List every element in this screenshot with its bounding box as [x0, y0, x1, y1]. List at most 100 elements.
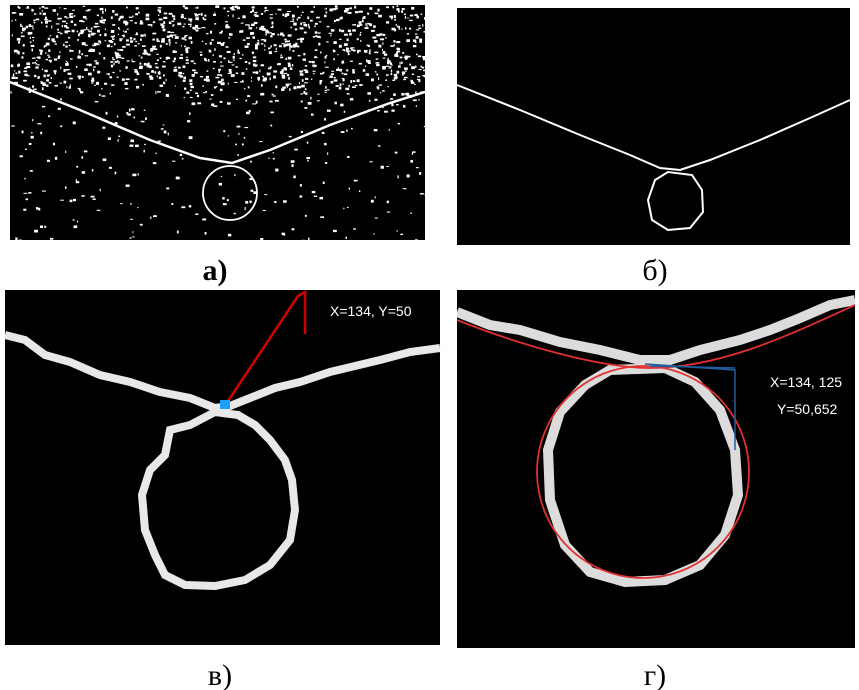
noise-speck	[343, 79, 345, 81]
noise-speck	[375, 218, 378, 219]
noise-speck	[174, 58, 176, 60]
noise-speck	[251, 32, 254, 35]
noise-speck	[144, 144, 146, 145]
noise-speck	[414, 14, 417, 16]
noise-speck	[153, 21, 155, 23]
noise-speck	[319, 37, 321, 38]
noise-speck	[257, 42, 260, 45]
noise-speck	[253, 60, 256, 62]
noise-speck	[326, 11, 328, 13]
noise-speck	[147, 54, 150, 56]
noise-speck	[132, 236, 134, 237]
noise-speck	[352, 47, 354, 48]
noise-speck	[311, 114, 314, 116]
noise-speck	[39, 13, 41, 15]
noise-speck	[219, 55, 222, 57]
noise-speck	[158, 14, 159, 16]
noise-speck	[376, 58, 379, 59]
noise-speck	[184, 88, 186, 90]
noise-speck	[327, 152, 328, 155]
noise-speck	[114, 43, 116, 45]
noise-speck	[292, 50, 294, 52]
noise-speck	[396, 104, 399, 105]
noise-speck	[206, 60, 208, 62]
noise-speck	[40, 50, 42, 52]
noise-speck	[217, 42, 221, 44]
noise-speck	[315, 31, 317, 33]
noise-speck	[418, 55, 421, 57]
noise-speck	[194, 13, 197, 14]
noise-speck	[100, 8, 104, 10]
noise-speck	[357, 79, 360, 82]
noise-speck	[274, 201, 276, 203]
noise-speck	[34, 75, 36, 77]
noise-speck	[156, 54, 159, 55]
noise-speck	[410, 160, 413, 163]
noise-speck	[366, 59, 367, 62]
noise-speck	[305, 215, 307, 217]
noise-speck	[127, 113, 130, 115]
noise-speck	[183, 80, 186, 82]
noise-speck	[410, 80, 412, 83]
noise-speck	[58, 55, 60, 56]
noise-speck	[111, 16, 113, 19]
noise-speck	[255, 47, 258, 50]
noise-speck	[132, 59, 133, 61]
noise-speck	[181, 16, 184, 19]
noise-speck	[55, 43, 57, 44]
noise-speck	[190, 25, 192, 27]
noise-speck	[121, 16, 124, 19]
noise-speck	[374, 129, 378, 131]
noise-speck	[263, 77, 267, 80]
noise-speck	[118, 34, 119, 35]
noise-speck	[325, 92, 327, 93]
noise-speck	[97, 43, 100, 45]
noise-speck	[349, 33, 352, 36]
noise-speck	[292, 64, 294, 66]
noise-speck	[136, 32, 138, 34]
noise-speck	[354, 180, 358, 182]
noise-speck	[250, 190, 253, 192]
noise-speck	[297, 39, 298, 40]
noise-speck	[42, 87, 44, 90]
noise-speck	[78, 53, 80, 54]
noise-speck	[369, 100, 370, 102]
noise-speck	[60, 200, 64, 201]
noise-speck	[423, 58, 426, 61]
noise-speck	[416, 29, 420, 30]
noise-speck	[330, 35, 331, 37]
noise-speck	[378, 15, 382, 18]
noise-speck	[125, 24, 128, 26]
noise-speck	[285, 41, 287, 43]
noise-speck	[347, 207, 349, 208]
noise-speck	[357, 50, 361, 52]
noise-speck	[355, 85, 358, 86]
noise-speck	[206, 76, 209, 79]
noise-speck	[138, 43, 140, 44]
noise-speck	[317, 32, 320, 33]
noise-speck	[351, 128, 353, 129]
noise-speck	[284, 39, 286, 41]
noise-speck	[10, 91, 11, 93]
noise-speck	[392, 6, 394, 8]
noise-speck	[294, 149, 298, 151]
noise-speck	[287, 74, 289, 76]
noise-speck	[105, 9, 106, 12]
noise-speck	[184, 46, 186, 48]
noise-speck	[18, 41, 20, 44]
noise-speck	[105, 29, 106, 31]
noise-speck	[283, 200, 287, 203]
noise-speck	[50, 35, 51, 36]
noise-speck	[269, 101, 272, 103]
noise-speck	[91, 82, 93, 83]
noise-speck	[125, 66, 127, 69]
noise-speck	[247, 95, 250, 97]
noise-speck	[272, 22, 274, 25]
noise-speck	[238, 133, 239, 135]
noise-speck	[223, 42, 225, 43]
noise-speck	[220, 62, 222, 63]
noise-speck	[189, 37, 192, 40]
noise-speck	[325, 162, 327, 164]
noise-speck	[172, 35, 173, 38]
noise-speck	[182, 158, 184, 159]
